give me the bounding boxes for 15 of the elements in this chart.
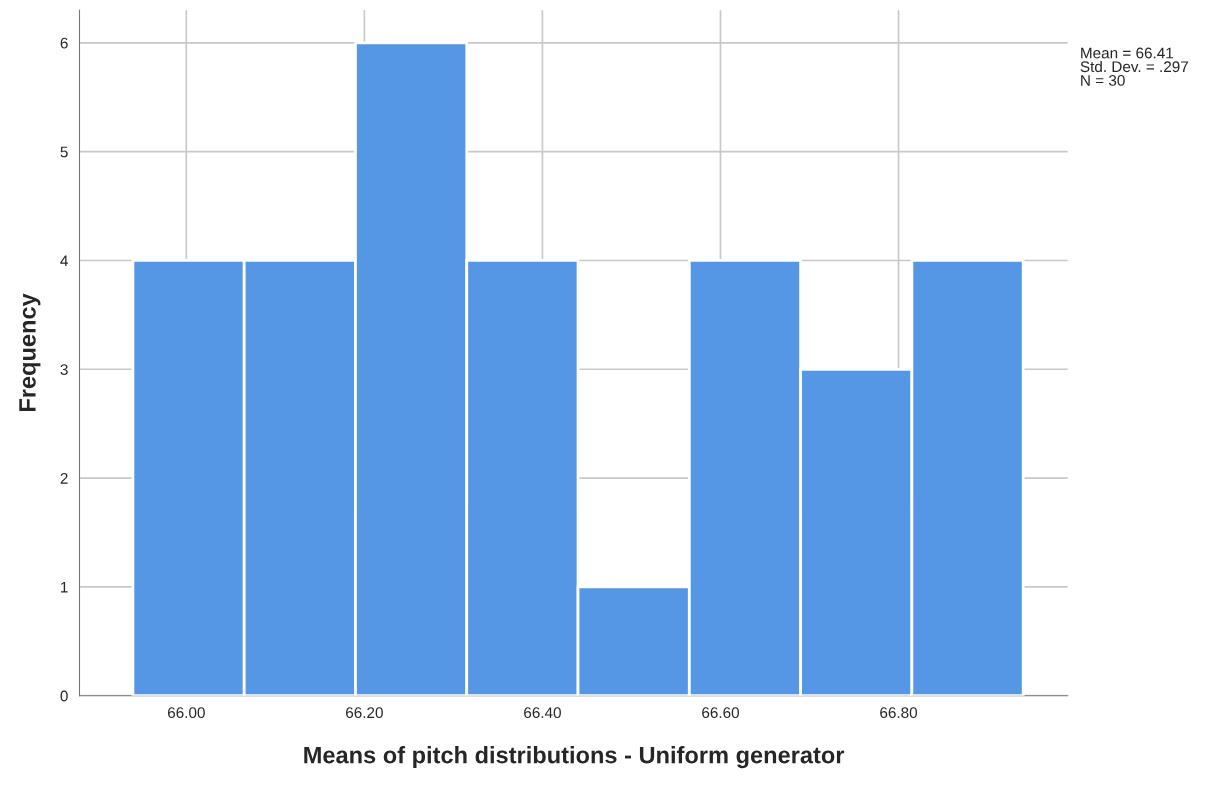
x-axis-title: Means of pitch distributions - Uniform generator [304, 746, 845, 769]
y-axis-title: Frequency [19, 293, 41, 412]
x-tick-label: 66.00 [167, 707, 205, 719]
text: Mean = 66.41 Std. Dev. = .297 N = 30 [1080, 47, 1188, 86]
y-tick-label: 2 [60, 472, 68, 484]
y-tick-label: 3 [60, 364, 68, 375]
y-tick-label: 6 [60, 37, 68, 49]
y-tick-label: 4 [60, 255, 68, 267]
y-tick-label: 0 [60, 690, 68, 702]
y-tick-label: 5 [60, 146, 68, 158]
y-tick-label: 1 [61, 581, 68, 593]
x-tick-label: 66.80 [880, 707, 918, 719]
x-tick-label: 66.20 [346, 707, 383, 719]
x-tick-label: 66.60 [702, 707, 739, 719]
x-tick-label: 66.40 [524, 707, 561, 719]
